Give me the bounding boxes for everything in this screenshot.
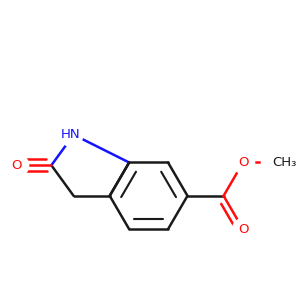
Text: O: O bbox=[238, 223, 248, 236]
Text: O: O bbox=[238, 156, 248, 169]
Text: CH₃: CH₃ bbox=[272, 156, 297, 169]
Text: HN: HN bbox=[61, 128, 81, 141]
Text: O: O bbox=[11, 159, 22, 172]
